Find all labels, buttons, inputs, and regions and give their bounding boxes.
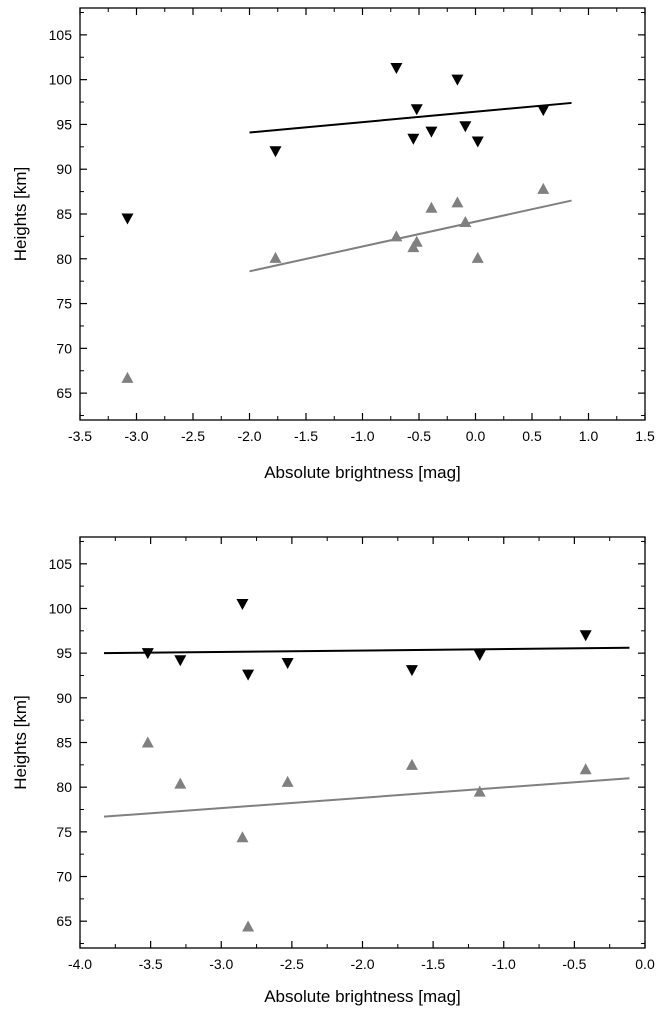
y-tick-label: 100: [49, 600, 73, 616]
down-triangle-point: [174, 655, 187, 667]
x-tick-label: -1.0: [492, 956, 516, 972]
y-tick-label: 65: [56, 913, 72, 929]
y-tick-label: 85: [56, 206, 72, 222]
x-tick-label: -2.5: [280, 956, 304, 972]
up-triangle-point: [174, 777, 187, 789]
y-tick-label: 105: [49, 556, 73, 572]
down-triangle-point: [459, 121, 472, 133]
y-tick-label: 80: [56, 779, 72, 795]
up-triangle-point: [390, 230, 403, 242]
x-tick-label: -3.0: [124, 428, 148, 444]
y-tick-label: 75: [56, 824, 72, 840]
down-triangle-point: [407, 133, 420, 145]
down-triangle-point: [242, 669, 255, 681]
y-tick-label: 65: [56, 385, 72, 401]
black-fit-line: [104, 646, 630, 655]
down-triangle-point: [121, 213, 134, 225]
down-triangle-point: [451, 74, 464, 86]
x-axis-title: Absolute brightness [mag]: [264, 987, 461, 1006]
y-tick-label: 90: [56, 690, 72, 706]
x-axis-title: Absolute brightness [mag]: [264, 463, 461, 482]
y-tick-label: 100: [49, 72, 73, 88]
down-triangle-point: [473, 649, 486, 661]
up-triangle-point: [451, 196, 464, 208]
up-triangle-point: [459, 216, 472, 228]
up-triangle-point: [471, 251, 484, 263]
x-tick-label: -0.5: [562, 956, 586, 972]
x-tick-label: -4.0: [68, 956, 92, 972]
up-triangle-point: [405, 758, 418, 770]
gray-fit-line: [103, 777, 630, 818]
y-tick-label: 80: [56, 251, 72, 267]
bottom-chart-panel: -4.0 -3.5 -3.0 -2.5 -2.0 -1.5 -1.0 -0.5 0.0 65 70 7…: [11, 536, 655, 1006]
plot-frame: [79, 536, 646, 949]
x-tick-label: -2.0: [350, 956, 374, 972]
x-tick-label: -3.5: [139, 956, 163, 972]
y-tick-label: 75: [56, 296, 72, 312]
down-triangle-point: [236, 599, 249, 611]
x-tick-label: -1.5: [421, 956, 445, 972]
x-tick-label: -2.5: [181, 428, 205, 444]
up-triangle-point: [579, 763, 592, 775]
y-tick-label: 70: [56, 869, 72, 885]
y-tick-label: 70: [56, 340, 72, 356]
y-axis-title: Heights [km]: [11, 167, 30, 261]
x-tick-label: 1.0: [579, 428, 599, 444]
y-tick-label: 90: [56, 161, 72, 177]
down-triangle-point: [269, 146, 282, 158]
x-tick-label: -3.0: [209, 956, 233, 972]
y-axis-title: Heights [km]: [11, 695, 30, 789]
up-triangle-point: [236, 831, 249, 843]
down-triangle-point: [410, 104, 423, 116]
plot-frame: [79, 7, 646, 421]
down-triangle-point: [579, 630, 592, 642]
down-triangle-point: [281, 657, 294, 669]
x-tick-label: 0.5: [522, 428, 542, 444]
gray-fit-line: [249, 199, 572, 273]
x-tick-label: -3.5: [68, 428, 92, 444]
up-triangle-point: [242, 920, 255, 932]
up-triangle-point: [269, 251, 282, 263]
down-triangle-point: [471, 136, 484, 148]
y-tick-label: 85: [56, 735, 72, 751]
x-tick-label: -1.5: [294, 428, 318, 444]
x-tick-label: 1.5: [635, 428, 655, 444]
down-triangle-point: [390, 63, 403, 75]
x-tick-label: -1.0: [350, 428, 374, 444]
down-triangle-point: [537, 105, 550, 117]
x-tick-label: -2.0: [237, 428, 261, 444]
down-triangle-point: [405, 665, 418, 677]
up-triangle-point: [281, 775, 294, 787]
up-triangle-point: [473, 785, 486, 797]
down-triangle-point: [425, 126, 438, 138]
y-tick-label: 95: [56, 116, 72, 132]
y-tick-label: 95: [56, 645, 72, 661]
x-tick-label: 0.0: [466, 428, 486, 444]
x-tick-label: 0.0: [635, 956, 655, 972]
down-triangle-point: [141, 648, 154, 660]
up-triangle-point: [537, 182, 550, 194]
up-triangle-point: [425, 201, 438, 213]
top-chart-panel: -3.5 -3.0 -2.5 -2.0 -1.5 -1.0 -0.5 0.0 0.5 1.0 1.5…: [11, 7, 655, 482]
black-fit-line: [249, 101, 572, 134]
up-triangle-point: [121, 371, 134, 383]
up-triangle-point: [141, 736, 154, 748]
y-tick-label: 105: [49, 27, 73, 43]
x-tick-label: -0.5: [407, 428, 431, 444]
up-triangle-point: [407, 241, 420, 253]
